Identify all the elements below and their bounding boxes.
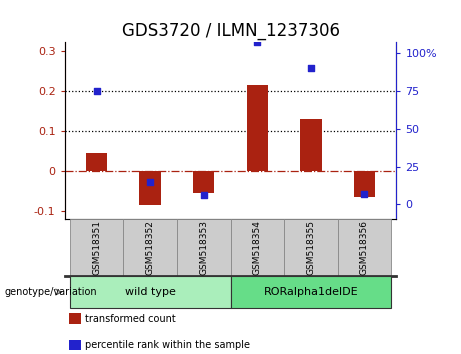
Bar [124, 219, 177, 276]
Text: GSM518353: GSM518353 [199, 220, 208, 275]
Text: GSM518352: GSM518352 [146, 220, 155, 275]
Point [361, 191, 368, 196]
Text: GSM518351: GSM518351 [92, 220, 101, 275]
Point [200, 193, 207, 198]
Point [307, 65, 314, 71]
Bar [337, 219, 391, 276]
Bar [230, 276, 391, 308]
Text: RORalpha1delDE: RORalpha1delDE [264, 287, 358, 297]
Point [93, 88, 100, 94]
Bar [193, 171, 214, 193]
Text: percentile rank within the sample: percentile rank within the sample [85, 340, 250, 350]
Title: GDS3720 / ILMN_1237306: GDS3720 / ILMN_1237306 [122, 22, 339, 40]
Bar [70, 219, 124, 276]
Text: GSM518354: GSM518354 [253, 220, 262, 275]
Bar [284, 219, 337, 276]
Bar [86, 153, 107, 171]
Bar [300, 119, 321, 171]
Text: GSM518355: GSM518355 [306, 220, 315, 275]
Text: wild type: wild type [125, 287, 176, 297]
Bar [140, 171, 161, 205]
Bar [70, 276, 230, 308]
Text: GSM518356: GSM518356 [360, 220, 369, 275]
Bar [177, 219, 230, 276]
Point [147, 179, 154, 184]
Text: genotype/variation: genotype/variation [5, 287, 97, 297]
Text: transformed count: transformed count [85, 314, 176, 324]
Bar [230, 219, 284, 276]
Bar [247, 85, 268, 171]
Bar [354, 171, 375, 198]
Point [254, 40, 261, 45]
